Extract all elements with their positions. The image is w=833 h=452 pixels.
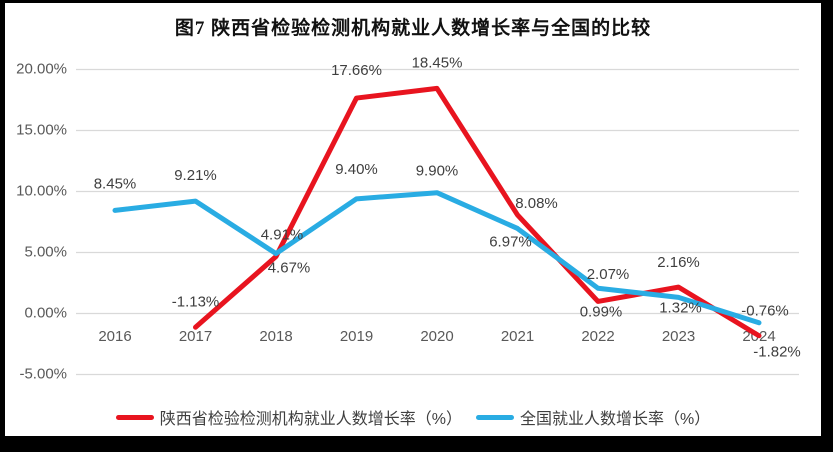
data-label-national-2019: 9.40%	[335, 161, 378, 178]
y-axis-tick-label: 5.00%	[24, 243, 67, 260]
data-label-national-2016: 8.45%	[94, 175, 137, 192]
y-axis-tick-label: 10.00%	[16, 182, 67, 199]
data-label-national-2023: 1.32%	[659, 299, 702, 316]
x-axis-label: 2018	[259, 328, 292, 345]
data-label-shaanxi-2024: -1.82%	[753, 344, 801, 361]
chart-panel: 图7 陕西省检验检测机构就业人数增长率与全国的比较 陕西省检验检测机构就业人数增…	[5, 3, 821, 436]
legend-item-shaanxi: 陕西省检验检测机构就业人数增长率（%）	[115, 405, 462, 429]
x-axis-label: 2021	[501, 328, 534, 345]
data-label-shaanxi-2019: 17.66%	[331, 62, 382, 79]
data-label-shaanxi-2023: 2.16%	[657, 254, 700, 271]
legend-label-national: 全国就业人数增长率（%）	[520, 411, 711, 428]
x-axis-label: 2016	[98, 328, 131, 345]
data-label-national-2021: 6.97%	[489, 233, 532, 250]
x-axis-label: 2019	[340, 328, 373, 345]
legend-swatch-national-line	[476, 414, 514, 420]
legend-label-shaanxi: 陕西省检验检测机构就业人数增长率（%）	[159, 411, 462, 428]
y-axis-tick-label: 0.00%	[24, 304, 67, 321]
y-axis-tick-label: 15.00%	[16, 121, 67, 138]
data-label-shaanxi-2018: 4.67%	[268, 259, 311, 276]
y-axis-tick-label: 20.00%	[16, 60, 67, 77]
chart-legend: 陕西省检验检测机构就业人数增长率（%） 全国就业人数增长率（%）	[5, 405, 821, 429]
legend-swatch-shaanxi-line	[115, 414, 154, 420]
series-line-shaanxi	[193, 85, 762, 339]
series-line-national	[112, 190, 762, 326]
x-axis-label: 2023	[662, 328, 695, 345]
data-label-national-2018: 4.91%	[261, 227, 304, 244]
data-label-shaanxi-2021: 8.08%	[515, 195, 558, 212]
data-label-national-2024: -0.76%	[741, 303, 789, 320]
x-axis-label: 2017	[179, 328, 212, 345]
data-label-national-2020: 9.90%	[416, 163, 459, 180]
data-label-national-2017: 9.21%	[174, 167, 217, 184]
legend-item-national: 全国就业人数增长率（%）	[476, 405, 710, 429]
data-label-national-2022: 2.07%	[587, 266, 630, 283]
chart-title: 图7 陕西省检验检测机构就业人数增长率与全国的比较	[174, 18, 652, 39]
x-axis-label: 2020	[420, 328, 453, 345]
y-axis-tick-label: -5.00%	[19, 365, 67, 382]
data-label-shaanxi-2017: -1.13%	[172, 293, 220, 310]
data-label-shaanxi-2022: 0.99%	[580, 303, 623, 320]
data-label-shaanxi-2020: 18.45%	[412, 54, 463, 71]
x-axis-label: 2022	[581, 328, 614, 345]
